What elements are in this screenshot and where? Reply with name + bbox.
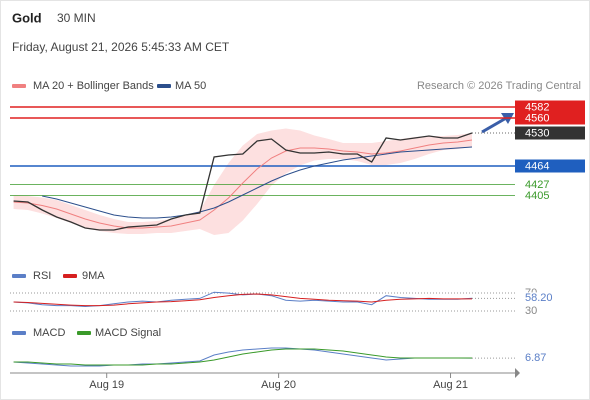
rsi-line <box>13 293 472 307</box>
level-box <box>515 159 585 173</box>
level-label: 4560 <box>525 112 549 124</box>
level-label: 4464 <box>525 160 549 172</box>
level-box <box>515 100 585 114</box>
legend-label: MA 20 + Bollinger Bands <box>33 80 154 92</box>
bollinger-band <box>13 128 472 235</box>
last-label: 6.87 <box>525 352 546 364</box>
level-label: 4427 <box>525 179 549 191</box>
macd-line <box>13 347 473 367</box>
ma-line <box>42 146 473 219</box>
x-tick-label: Aug 20 <box>261 379 296 391</box>
level-box <box>515 111 585 125</box>
macd-line <box>13 348 472 366</box>
legend-swatch <box>77 331 91 335</box>
interval: 30 MIN <box>57 11 96 25</box>
legend-label: 9MA <box>82 270 105 282</box>
legend-label: RSI <box>33 270 51 282</box>
x-tick-label: Aug 19 <box>89 379 124 391</box>
level-label: 4582 <box>525 101 549 113</box>
legend-label: MA 50 <box>175 80 206 92</box>
y-tick-label: 30 <box>525 305 537 317</box>
legend-label: MACD Signal <box>95 327 161 339</box>
last-price-box <box>515 126 585 140</box>
ma-line <box>13 139 473 229</box>
legend-swatch <box>12 84 26 88</box>
legend-swatch <box>157 84 171 88</box>
legend-label: MACD <box>33 327 65 339</box>
last-label: 58.20 <box>525 292 553 304</box>
legend-swatch <box>63 274 77 278</box>
last-price-label: 4530 <box>525 127 549 139</box>
datetime: Friday, August 21, 2026 5:45:33 AM CET <box>12 40 230 54</box>
last-label-bg <box>519 292 559 305</box>
axis-arrow <box>515 368 520 378</box>
legend-swatch <box>12 331 26 335</box>
trend-arrow <box>481 115 509 134</box>
credit: Research © 2026 Trading Central <box>417 80 581 92</box>
x-tick-label: Aug 21 <box>433 379 468 391</box>
level-label: 4405 <box>525 190 549 202</box>
price-line <box>13 132 473 231</box>
legend-swatch <box>12 274 26 278</box>
symbol: Gold <box>12 10 42 25</box>
